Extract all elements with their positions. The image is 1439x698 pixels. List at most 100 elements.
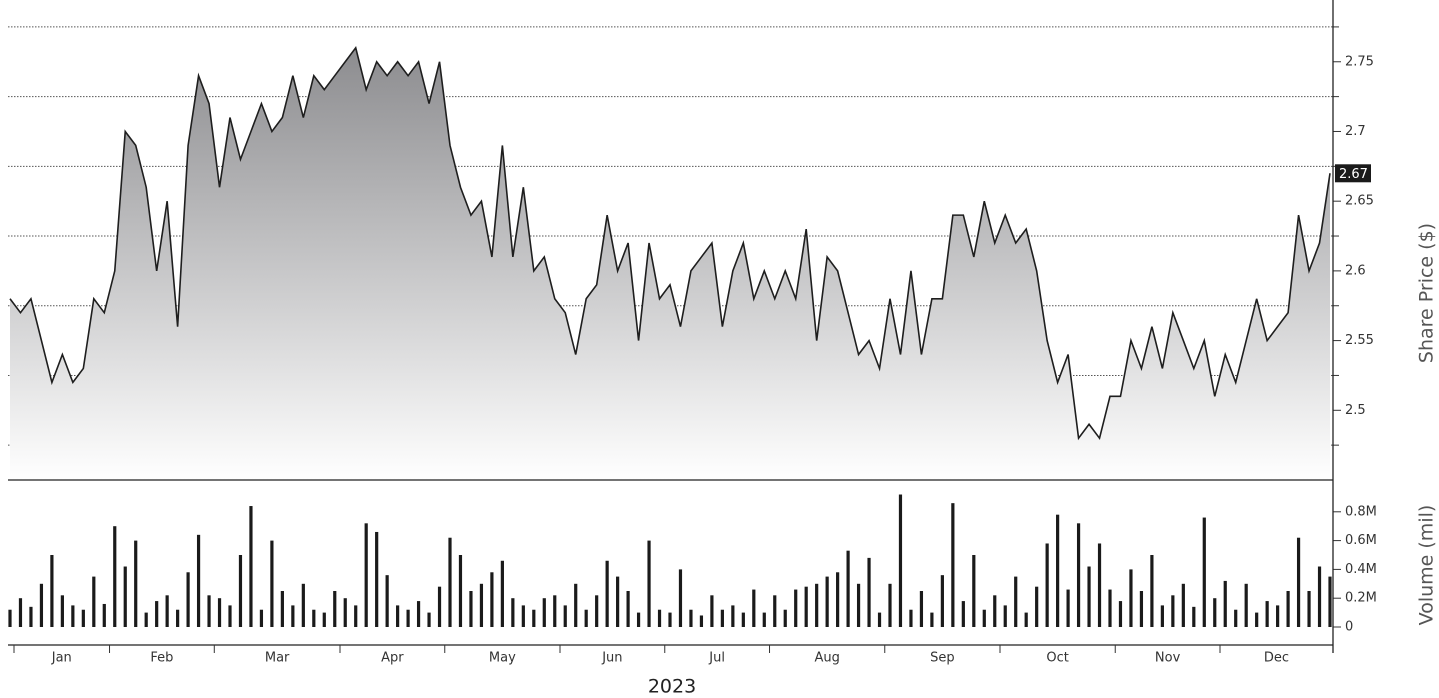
volume-bar bbox=[312, 609, 316, 627]
volume-bar bbox=[333, 591, 337, 627]
volume-bar bbox=[1108, 589, 1112, 627]
volume-bar bbox=[993, 595, 997, 627]
y-tick-label: 0.6M bbox=[1345, 533, 1377, 548]
volume-bar bbox=[1202, 517, 1206, 627]
volume-bar bbox=[207, 595, 211, 627]
volume-bar bbox=[1014, 576, 1018, 627]
volume-bar bbox=[437, 586, 442, 627]
volume-bar bbox=[364, 523, 368, 627]
volume-bar bbox=[678, 569, 683, 627]
volume-bar bbox=[930, 612, 934, 627]
volume-bar bbox=[1087, 566, 1091, 627]
volume-bar bbox=[1003, 605, 1007, 627]
volume-bar bbox=[1328, 576, 1332, 627]
volume-bar bbox=[1317, 566, 1322, 627]
y-tick-label: 2.65 bbox=[1345, 194, 1374, 209]
y-tick-label: 2.55 bbox=[1345, 333, 1374, 348]
volume-bar bbox=[563, 605, 567, 627]
volume-bar bbox=[301, 583, 305, 627]
volume-bar bbox=[1118, 601, 1123, 627]
volume-bar bbox=[1192, 606, 1196, 627]
volume-bar bbox=[176, 609, 180, 627]
volume-bar bbox=[574, 583, 578, 627]
volume-bar bbox=[877, 612, 882, 627]
area-fill bbox=[10, 47, 1330, 481]
volume-bar bbox=[616, 576, 620, 627]
volume-bar bbox=[18, 598, 23, 627]
x-tick-label: Jul bbox=[708, 651, 725, 666]
volume-bar bbox=[469, 591, 473, 627]
volume-bar bbox=[794, 589, 798, 627]
volume-bar bbox=[8, 609, 12, 627]
volume-bar bbox=[1296, 537, 1301, 627]
y-axis-label: Volume (mil) bbox=[1416, 505, 1438, 626]
x-tick-label: Jan bbox=[51, 651, 72, 666]
volume-bar bbox=[951, 503, 955, 627]
volume-bar bbox=[919, 591, 924, 627]
volume-bar bbox=[636, 612, 641, 627]
volume-bar bbox=[773, 595, 777, 627]
volume-bar bbox=[458, 555, 463, 627]
x-axis-label: 2023 bbox=[648, 676, 696, 698]
y-tick-label: 2.5 bbox=[1345, 403, 1366, 418]
volume-bar bbox=[1160, 605, 1164, 627]
volume-bar bbox=[511, 598, 515, 627]
volume-bar bbox=[553, 595, 557, 627]
volume-bar bbox=[825, 576, 829, 627]
volume-bar bbox=[1150, 555, 1154, 627]
volume-bar bbox=[280, 591, 284, 627]
volume-bar bbox=[521, 605, 525, 627]
volume-bar bbox=[1276, 605, 1280, 627]
volume-bar bbox=[1097, 543, 1102, 627]
volume-bar bbox=[542, 598, 546, 627]
volume-bar bbox=[972, 555, 976, 627]
volume-bar bbox=[29, 606, 33, 627]
volume-bar bbox=[259, 609, 264, 627]
volume-bar bbox=[196, 534, 201, 627]
volume-bar bbox=[500, 560, 504, 627]
volume-bar bbox=[186, 572, 190, 627]
volume-bar bbox=[1286, 591, 1290, 627]
volume-bar bbox=[71, 605, 75, 627]
volume-bar bbox=[479, 583, 484, 627]
volume-bar bbox=[1265, 601, 1269, 627]
volume-bar bbox=[584, 609, 588, 627]
x-tick-label: Aug bbox=[814, 651, 839, 666]
y-tick-label: 2.7 bbox=[1345, 124, 1366, 139]
x-tick-label: Jun bbox=[601, 651, 622, 666]
volume-bar bbox=[856, 583, 861, 627]
volume-bar bbox=[982, 609, 986, 627]
volume-bar bbox=[490, 572, 494, 627]
volume-bar bbox=[668, 612, 672, 627]
volume-bar bbox=[144, 612, 148, 627]
volume-bar bbox=[427, 612, 431, 627]
x-tick-label: Feb bbox=[150, 651, 173, 666]
x-tick-label: Mar bbox=[265, 651, 290, 666]
volume-bar bbox=[846, 550, 850, 627]
volume-bar bbox=[647, 540, 651, 627]
volume-bar bbox=[699, 615, 704, 627]
volume-bar bbox=[165, 595, 169, 627]
volume-bar bbox=[1223, 580, 1227, 627]
y-axis-label: Share Price ($) bbox=[1416, 223, 1438, 363]
volume-bar bbox=[909, 609, 913, 627]
volume-bar bbox=[1307, 591, 1311, 627]
volume-bar bbox=[783, 609, 787, 627]
x-tick-label: May bbox=[489, 651, 516, 666]
volume-bar bbox=[1255, 612, 1259, 627]
volume-bar bbox=[1045, 543, 1049, 627]
volume-bar bbox=[1213, 598, 1217, 627]
last-price-tag bbox=[1335, 164, 1371, 183]
volume-bar bbox=[1171, 595, 1175, 627]
volume-bar bbox=[657, 609, 662, 627]
volume-bar bbox=[448, 537, 452, 627]
y-tick-label: 2.6 bbox=[1345, 263, 1366, 278]
volume-bar bbox=[741, 612, 745, 627]
volume-bar bbox=[134, 540, 138, 627]
y-tick-label: 0.8M bbox=[1345, 504, 1377, 519]
volume-bar bbox=[815, 583, 819, 627]
volume-bar bbox=[752, 589, 756, 627]
volume-bar bbox=[249, 506, 253, 627]
volume-bar bbox=[898, 494, 903, 627]
